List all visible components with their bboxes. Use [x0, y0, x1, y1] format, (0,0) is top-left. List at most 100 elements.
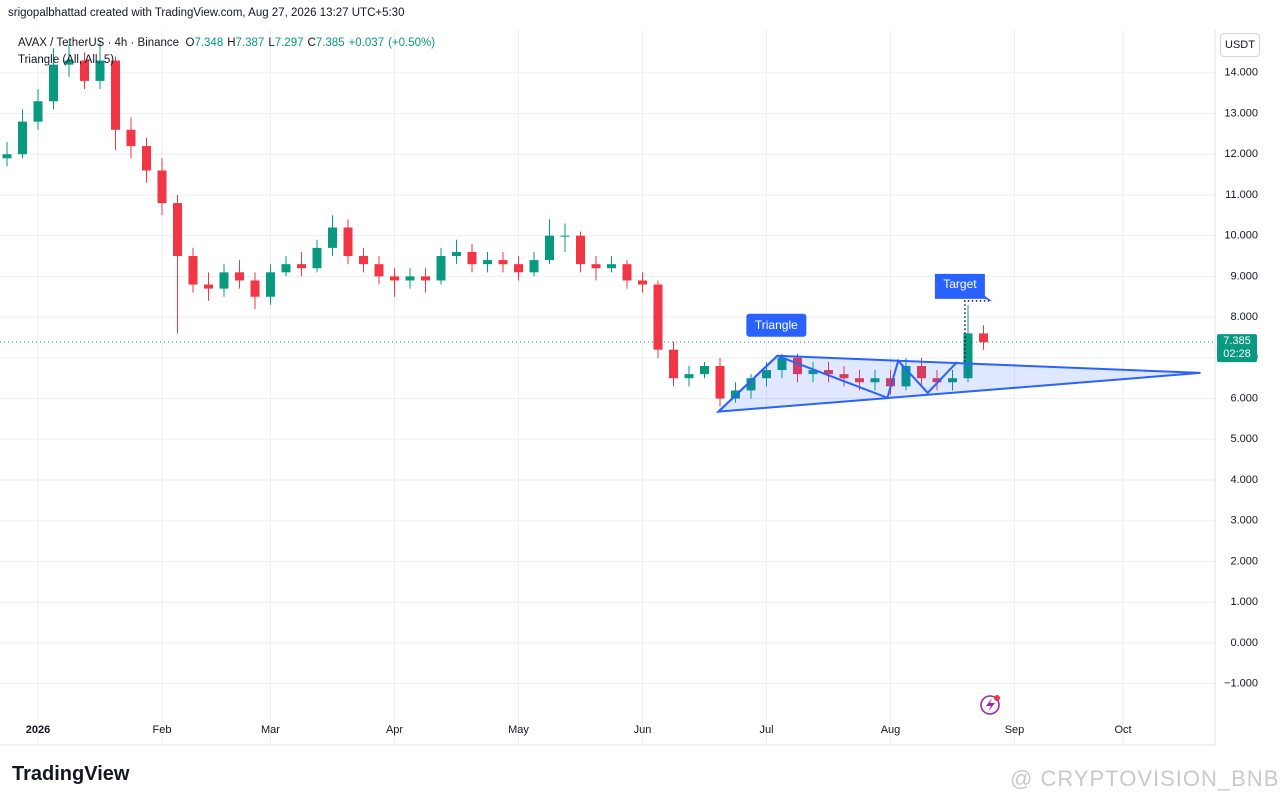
ohlc-label: C [307, 37, 316, 49]
currency-button[interactable]: USDT [1220, 33, 1260, 57]
candle-body [793, 357, 802, 375]
candle-body [746, 378, 756, 391]
x-tick-label: May [508, 724, 529, 736]
x-tick-label: Jul [759, 724, 773, 736]
candle-body [18, 121, 27, 155]
countdown: 02:28 [1223, 348, 1251, 360]
candle-body [653, 284, 663, 350]
candle-body [855, 378, 864, 383]
candle-body [219, 272, 229, 289]
candle-body [948, 378, 957, 383]
triangle-label: Triangle [755, 318, 798, 332]
y-tick-label: −1.000 [1224, 678, 1258, 690]
candle-body [824, 370, 833, 375]
y-tick-label: 10.000 [1224, 230, 1258, 242]
candle-body [870, 378, 880, 383]
price-label: 7.385 [1223, 335, 1251, 347]
candle-body [839, 374, 849, 379]
y-tick-label: 2.000 [1230, 555, 1258, 567]
y-tick-label: 4.000 [1230, 474, 1258, 486]
candle-body [622, 264, 632, 281]
change: +0.037 [348, 37, 385, 49]
candle-body [281, 264, 291, 273]
grid [0, 30, 1215, 745]
alert-icon [986, 698, 995, 712]
candle-body [266, 272, 275, 297]
ohlc-value: 7.385 [315, 37, 345, 49]
candle-body [700, 365, 709, 375]
y-tick-label: 6.000 [1230, 392, 1258, 404]
symbol: AVAX / TetherUS · 4h · Binance [18, 37, 180, 49]
y-tick-label: 1.000 [1230, 596, 1258, 608]
candle-body [312, 247, 322, 269]
x-tick-label: Aug [881, 724, 901, 736]
y-tick-label: 14.000 [1224, 67, 1258, 79]
candle-body [638, 280, 647, 285]
candle-body [421, 276, 430, 281]
candle-body [932, 378, 942, 383]
candle-body [2, 154, 12, 159]
candle-body [560, 235, 570, 237]
candle-body [405, 276, 415, 281]
ohlc-label: L [268, 37, 275, 49]
x-tick-label: Jun [634, 724, 652, 736]
candle-body [188, 256, 198, 285]
target-label: Target [943, 277, 977, 291]
candle-body [669, 349, 678, 379]
label-box [746, 313, 807, 337]
candle-body [80, 60, 89, 81]
y-tick-label: 9.000 [1230, 270, 1258, 282]
y-tick-label: 8.000 [1230, 311, 1258, 323]
candle-body [576, 235, 585, 265]
indicator: Triangle (All, All, 5) [18, 54, 115, 66]
legend-row: AVAX / TetherUS · 4h · Binance O7.348 H7.… [18, 35, 439, 52]
candle-body [390, 276, 399, 281]
triangle-pattern [715, 354, 1201, 413]
y-tick-label: 5.000 [1230, 433, 1258, 445]
candle-body [808, 370, 818, 375]
candle-body [328, 227, 337, 248]
candle-body [483, 260, 492, 265]
x-tick-label: Sep [1005, 724, 1025, 736]
candle-body [436, 256, 446, 281]
x-tick-label: Feb [153, 724, 172, 736]
candle-body [917, 365, 926, 379]
candle-body [95, 60, 105, 81]
candle-body [126, 129, 136, 147]
candle-body [250, 280, 260, 297]
candle-body [111, 60, 120, 130]
candle-body [591, 264, 601, 269]
y-tick-label: 0.000 [1230, 637, 1258, 649]
candle-body [452, 251, 461, 257]
alert-icon[interactable] [980, 695, 1000, 715]
candle-body [762, 370, 771, 379]
candle-body [49, 64, 58, 102]
brand: TradingView [12, 763, 130, 785]
ohlc-label: O [185, 37, 195, 49]
x-tick-label: 2026 [26, 724, 50, 736]
candle-body [359, 256, 368, 265]
candle-body [777, 357, 787, 371]
ohlc-value: 7.387 [235, 37, 265, 49]
legend: AVAX / TetherUS · 4h · Binance O7.348 H7.… [18, 35, 439, 69]
candle-body [684, 374, 694, 379]
ohlc-value: 7.348 [194, 37, 224, 49]
candle-body [498, 260, 508, 265]
x-tick-label: Oct [1114, 724, 1131, 736]
y-tick-label: 11.000 [1225, 189, 1258, 201]
candle-body [607, 264, 616, 269]
y-tick-label: 13.000 [1224, 107, 1258, 119]
candle-body [545, 235, 554, 261]
candle-body [963, 333, 973, 379]
candle-body [715, 365, 725, 399]
candle-body [979, 333, 988, 343]
ohlc-value: 7.297 [274, 37, 304, 49]
x-tick-label: Mar [261, 724, 280, 736]
candle-body [374, 264, 384, 277]
price-label-bg [1217, 334, 1257, 363]
ohlc-label: H [227, 37, 236, 49]
candle-body [33, 101, 43, 122]
candle-body [886, 378, 895, 387]
